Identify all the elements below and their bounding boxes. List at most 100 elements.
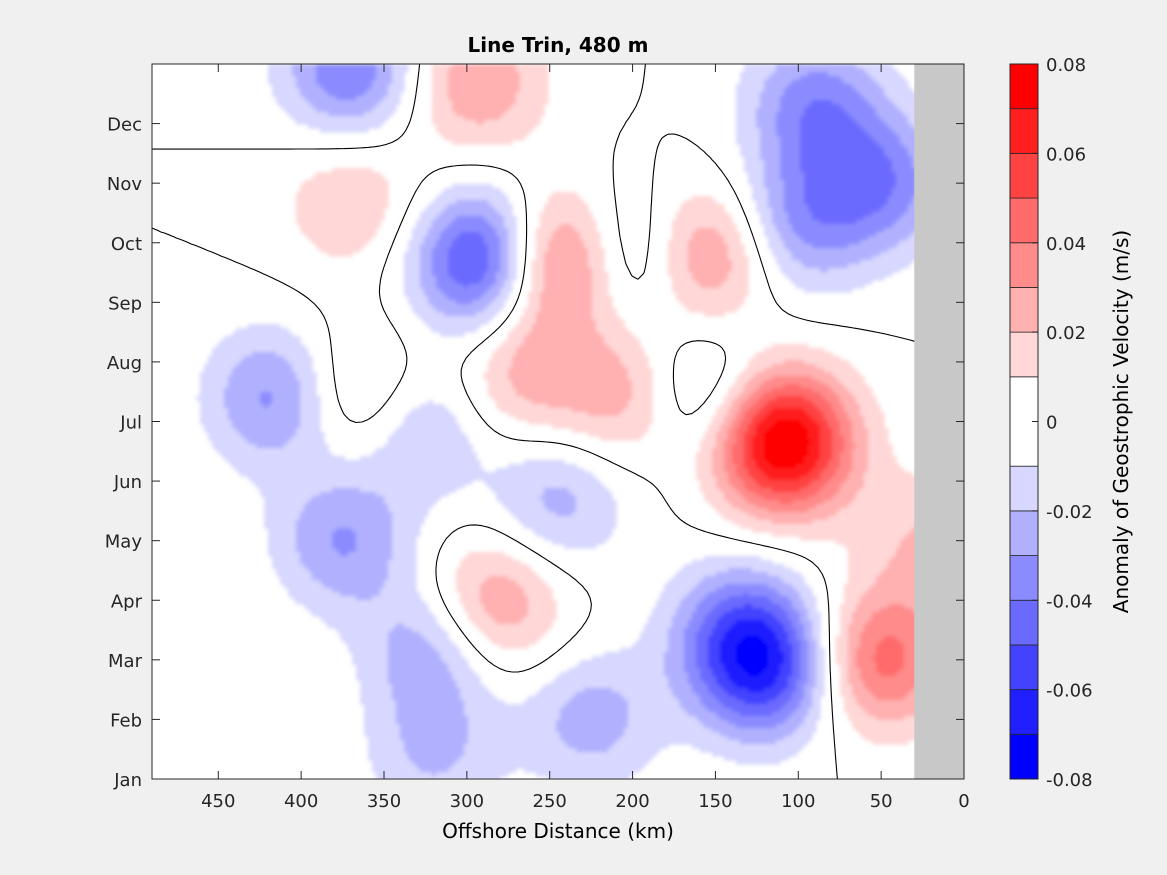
field-cell [588, 244, 593, 249]
field-cell [672, 236, 677, 241]
field-cell [432, 96, 437, 101]
field-cell [776, 180, 781, 185]
field-cell [860, 252, 865, 257]
field-cell [772, 156, 777, 161]
field-cell [856, 108, 861, 113]
field-cell [444, 80, 449, 85]
field-cell [540, 100, 545, 105]
field-cell [568, 244, 573, 249]
field-cell [540, 232, 545, 237]
field-cell [556, 216, 561, 221]
field-cell [904, 228, 909, 233]
field-cell [336, 96, 341, 101]
field-cell [868, 152, 873, 157]
field-cell [840, 108, 845, 113]
field-cell [840, 236, 845, 241]
field-cell [848, 176, 853, 181]
field-cell [836, 132, 841, 137]
field-cell [816, 172, 821, 177]
field-cell [504, 248, 509, 253]
field-cell [504, 108, 509, 113]
field-cell [776, 168, 781, 173]
field-cell [488, 84, 493, 89]
field-cell [692, 220, 697, 225]
field-cell [804, 212, 809, 217]
field-cell [484, 136, 489, 141]
field-cell [880, 116, 885, 121]
field-cell [844, 248, 849, 253]
field-cell [280, 88, 285, 93]
field-cell [900, 228, 905, 233]
field-cell [456, 104, 461, 109]
field-cell [808, 212, 813, 217]
field-cell [748, 96, 753, 101]
field-cell [828, 176, 833, 181]
field-cell [800, 120, 805, 125]
field-cell [588, 248, 593, 253]
field-cell [904, 208, 909, 213]
field-cell [344, 108, 349, 113]
field-cell [420, 244, 425, 249]
field-cell [700, 264, 705, 269]
field-cell [708, 232, 713, 237]
field-cell [788, 64, 793, 69]
field-cell [508, 208, 513, 213]
field-cell [488, 116, 493, 121]
field-cell [908, 252, 913, 257]
field-cell [304, 224, 309, 229]
field-cell [736, 88, 741, 93]
field-cell [340, 84, 345, 89]
field-cell [452, 92, 457, 97]
field-cell [536, 76, 541, 81]
field-cell [808, 256, 813, 261]
field-cell [356, 96, 361, 101]
field-cell [472, 72, 477, 77]
field-cell [848, 192, 853, 197]
field-cell [312, 80, 317, 85]
field-cell [824, 92, 829, 97]
field-cell [772, 64, 777, 69]
field-cell [376, 220, 381, 225]
field-cell [756, 208, 761, 213]
field-cell [892, 228, 897, 233]
field-cell [460, 100, 465, 105]
field-cell [440, 100, 445, 105]
field-cell [868, 180, 873, 185]
field-cell [876, 80, 881, 85]
field-cell [552, 240, 557, 245]
field-cell [308, 96, 313, 101]
field-cell [824, 160, 829, 165]
field-cell [880, 68, 885, 73]
field-cell [880, 248, 885, 253]
field-cell [736, 236, 741, 241]
field-cell [812, 220, 817, 225]
field-cell [712, 244, 717, 249]
field-cell [784, 264, 789, 269]
field-cell [308, 80, 313, 85]
field-cell [544, 252, 549, 257]
field-cell [776, 216, 781, 221]
field-cell [880, 172, 885, 177]
field-cell [704, 216, 709, 221]
field-cell [816, 224, 821, 229]
field-cell [860, 148, 865, 153]
field-cell [524, 116, 529, 121]
field-cell [692, 224, 697, 229]
field-cell [760, 88, 765, 93]
field-cell [456, 128, 461, 133]
field-cell [824, 80, 829, 85]
field-cell [836, 76, 841, 81]
field-cell [800, 64, 805, 69]
field-cell [416, 244, 421, 249]
field-cell [864, 108, 869, 113]
field-cell [508, 224, 513, 229]
field-cell [344, 76, 349, 81]
field-cell [320, 92, 325, 97]
field-cell [748, 80, 753, 85]
field-cell [840, 208, 845, 213]
field-cell [596, 240, 601, 245]
field-cell [768, 224, 773, 229]
field-cell [780, 168, 785, 173]
field-cell [276, 96, 281, 101]
field-cell [816, 124, 821, 129]
